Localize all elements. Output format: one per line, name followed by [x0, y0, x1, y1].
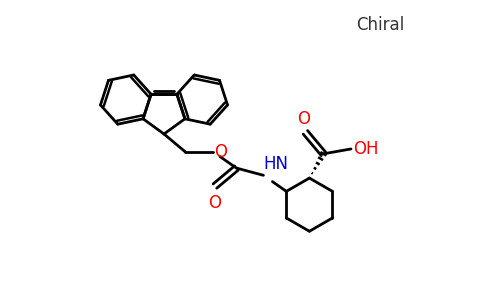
- Text: HN: HN: [263, 155, 288, 173]
- Text: Chiral: Chiral: [356, 16, 404, 34]
- Text: O: O: [214, 143, 227, 161]
- Text: OH: OH: [353, 140, 378, 158]
- Text: O: O: [297, 110, 310, 128]
- Text: O: O: [209, 194, 222, 212]
